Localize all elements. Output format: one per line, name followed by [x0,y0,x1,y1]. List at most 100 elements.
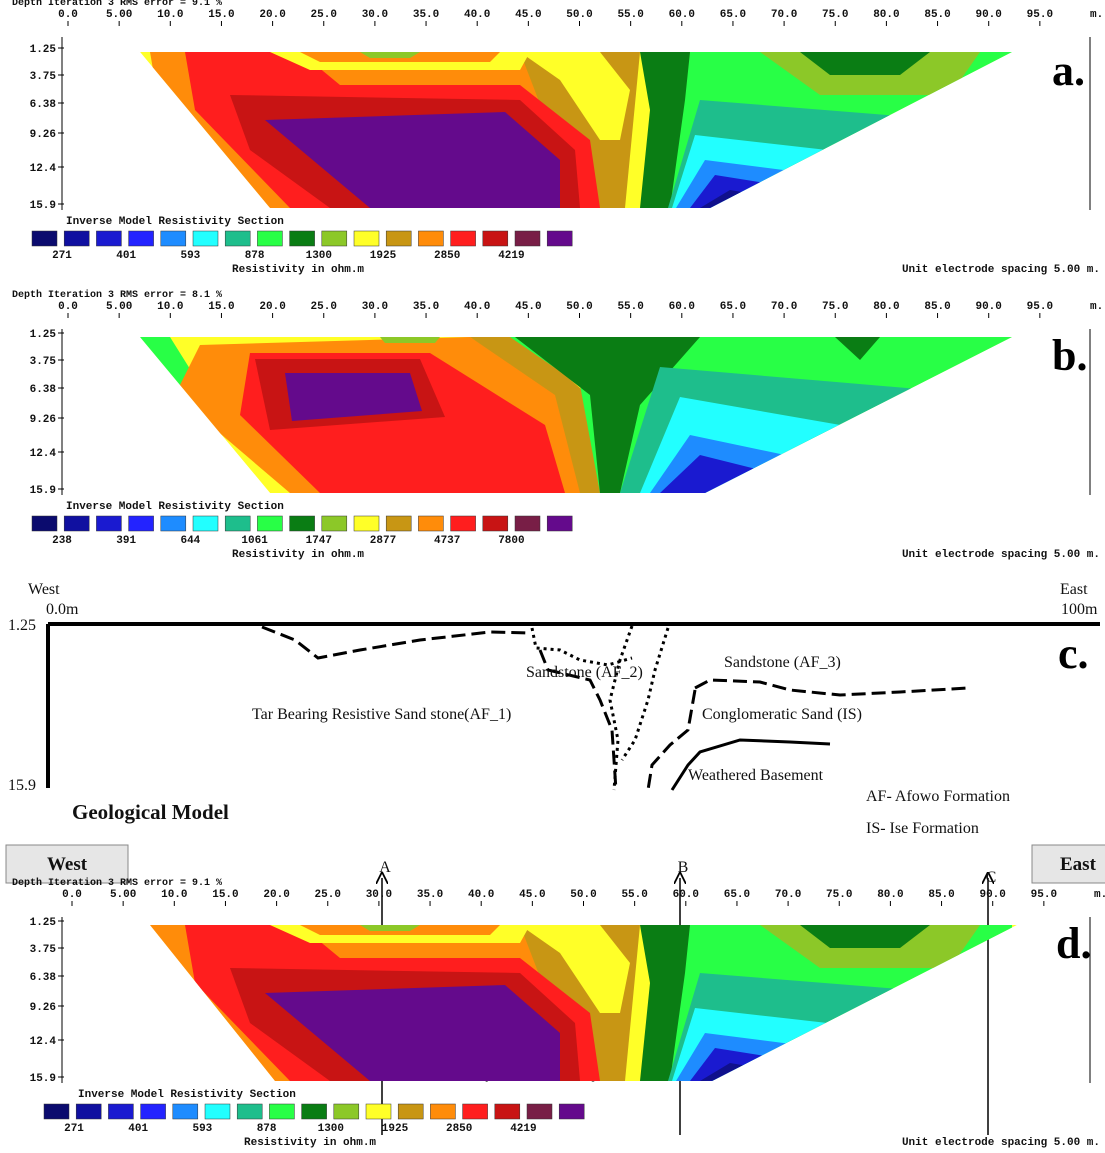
unit-label: Conglomeratic Sand (IS) [702,706,862,723]
legend-swatch [192,515,219,532]
legend-swatch [321,230,348,247]
x-tick-label: 90.0 [975,9,1001,21]
marker-label: A [379,859,391,876]
west-button [5,844,129,884]
legend-title: Resistivity in ohm.m [232,264,364,276]
legend-swatch [482,230,509,247]
unit-label: Sandstone (AF_3) [724,654,841,671]
depth-tick-label: 3.75 [30,71,57,83]
legend-label: 593 [180,250,200,262]
x-tick-label: 95.0 [1031,889,1057,901]
x-tick-label: 70.0 [771,9,797,21]
legend-swatch [450,230,476,247]
east-label: East [1060,581,1088,598]
legend-swatch [236,1103,263,1120]
header: Depth Iteration 3 RMS error = 9.1 % [12,0,222,9]
note: AF- Afowo Formation [866,788,1010,805]
legend-swatch [257,230,283,247]
marker-label: C [986,869,997,886]
depth-tick-label: 9.26 [30,1002,56,1014]
unit-label: Tar Bearing Resistive Sand stone(AF_1) [252,706,511,723]
x-tick-label: 75.0 [822,301,848,313]
x-tick-label: 40.0 [464,9,490,21]
x-tick-label: 25.0 [311,9,337,21]
legend-swatch [558,1103,585,1120]
legend-swatch [128,230,154,247]
x-tick-label: 35.0 [413,9,439,21]
legend-swatch [546,230,573,247]
x-tick-label: 0.0 [58,301,78,313]
zone [835,337,880,360]
depth-tick-label: 6.38 [30,972,57,984]
legend-swatch [140,1103,166,1120]
legend-label: 1061 [241,535,268,547]
x-tick-label: 30.0 [366,889,392,901]
legend-swatch [289,515,315,532]
panel-letter: d. [1056,919,1091,968]
x-tick-label: 90.0 [979,889,1005,901]
legend-swatch [224,515,251,532]
legend-label: 878 [245,250,265,262]
legend-label: 2877 [370,535,396,547]
x-tick-label: 45.0 [515,9,541,21]
note: IS- Ise Formation [866,820,979,837]
marker-label: B [678,859,689,876]
depth-tick-label: 15.9 [30,485,56,497]
legend-swatch [172,1103,199,1120]
legend-swatch [160,515,187,532]
unit-label: Weathered Basement [688,767,824,784]
x-unit: m. [1094,889,1105,901]
section-title: Inverse Model Resistivity Section [78,1089,296,1101]
zone [520,52,630,140]
depth-tick-label: 3.75 [30,356,57,368]
legend-label: 238 [52,535,72,547]
depth-tick-label: 6.38 [30,384,57,396]
x-tick-label: 30.0 [362,301,388,313]
legend-swatch [321,515,348,532]
x-tick-label: 85.0 [928,889,954,901]
legend-label: 644 [180,535,200,547]
legend-label: 1925 [382,1123,409,1135]
zone [470,337,600,493]
end-label: 100m [1061,601,1098,618]
x-tick-label: 75.0 [826,889,852,901]
legend-label: 1925 [370,250,397,262]
zone [265,985,560,1081]
x-tick-label: 20.0 [259,301,285,313]
zone [360,925,420,931]
x-tick-label: 30.0 [362,9,388,21]
x-tick-label: 90.0 [975,301,1001,313]
x-tick-label: 10.0 [161,889,187,901]
x-tick-label: 55.0 [617,301,643,313]
legend-label: 2850 [446,1123,472,1135]
x-tick-label: 40.0 [468,889,494,901]
east-button [1031,844,1105,884]
spacing-note: Unit electrode spacing 5.00 m. [902,1137,1100,1149]
zone [800,925,930,948]
x-tick-label: 10.0 [157,9,183,21]
zone [515,337,700,493]
legend-swatch [397,1103,424,1120]
x-tick-label: 60.0 [669,9,695,21]
panel-letter: a. [1052,46,1085,95]
x-tick-label: 15.0 [208,301,234,313]
x-tick-label: 35.0 [417,889,443,901]
x-tick-label: 75.0 [822,9,848,21]
legend-label: 2850 [434,250,460,262]
depth-tick-label: 1.25 [30,44,57,56]
x-tick-label: 95.0 [1027,9,1053,21]
zone [640,925,700,1081]
legend-title: Resistivity in ohm.m [244,1137,376,1149]
legend-swatch [514,230,541,247]
legend-label: 4737 [434,535,460,547]
legend-swatch [526,1103,553,1120]
x-tick-label: 80.0 [877,889,903,901]
x-tick-label: 15.0 [208,9,234,21]
x-tick-label: 0.0 [62,889,82,901]
x-tick-label: 95.0 [1027,301,1053,313]
x-tick-label: 5.00 [110,889,136,901]
legend-swatch [43,1103,70,1120]
x-tick-label: 65.0 [724,889,750,901]
legend-swatch [63,515,90,532]
